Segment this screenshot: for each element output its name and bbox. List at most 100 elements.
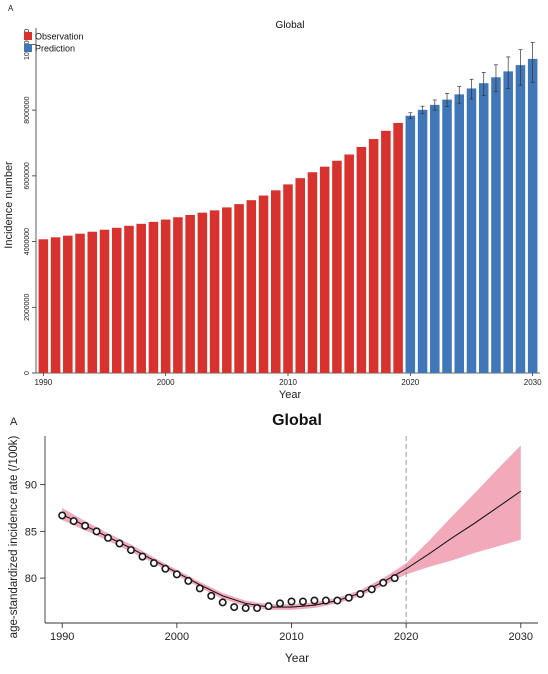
bar-observation-1998 xyxy=(136,223,146,373)
top-x-ticks: 1990 2000 2010 2020 2030 xyxy=(34,373,542,387)
fitted-trend-line xyxy=(61,490,522,608)
bar-observation-1995 xyxy=(99,229,110,373)
bar-observation-2000 xyxy=(160,219,171,373)
bar-prediction-2026 xyxy=(478,83,489,373)
top-x-tick-label: 2020 xyxy=(401,378,419,387)
top-error-bars xyxy=(408,42,535,120)
bar-observation-2004 xyxy=(209,210,220,373)
observed-point-1993 xyxy=(92,527,101,536)
bar-observation-2007 xyxy=(246,200,257,373)
bar-prediction-2029 xyxy=(515,65,526,373)
bar-observation-2014 xyxy=(332,160,342,373)
observed-point-1994 xyxy=(104,533,113,542)
observed-point-2000 xyxy=(172,570,181,579)
bar-observation-2015 xyxy=(344,154,354,373)
observed-point-2018 xyxy=(379,578,388,587)
legend-label-observation: Observation xyxy=(35,32,84,42)
bar-observation-2016 xyxy=(356,146,367,373)
observed-point-2014 xyxy=(333,596,342,605)
bottom-x-axis-label: Year xyxy=(285,651,309,665)
bar-observation-2017 xyxy=(368,139,379,373)
observed-point-2004 xyxy=(218,598,227,607)
bar-observation-2019 xyxy=(393,122,403,373)
observed-point-2012 xyxy=(310,596,319,605)
bar-observation-2006 xyxy=(234,204,244,373)
observed-point-1990 xyxy=(58,511,67,520)
observed-point-1998 xyxy=(149,559,158,568)
bar-prediction-2028 xyxy=(503,71,513,373)
observed-point-2009 xyxy=(276,599,285,608)
top-bar-chart: A Global Incidence number Year 0 2000000 4… xyxy=(3,4,542,401)
bar-observation-2009 xyxy=(270,190,281,373)
observed-point-2019 xyxy=(390,574,399,583)
observed-point-1999 xyxy=(161,564,170,573)
bottom-x-ticks: 1990 2000 2010 2020 2030 xyxy=(50,623,533,643)
observed-point-2001 xyxy=(184,576,193,585)
bar-prediction-2022 xyxy=(430,104,440,373)
bottom-chart-title: Global xyxy=(272,412,322,429)
bar-observation-2018 xyxy=(381,130,391,373)
bottom-line-chart: A Global age-standardized incidence rate… xyxy=(8,412,538,665)
bar-observation-2002 xyxy=(185,214,195,373)
bar-prediction-2024 xyxy=(454,94,465,373)
observed-point-2003 xyxy=(207,591,216,600)
observed-point-2015 xyxy=(344,593,353,602)
bottom-y-tick-label: 80 xyxy=(25,573,37,585)
observed-point-2006 xyxy=(241,604,250,613)
observed-point-2002 xyxy=(195,584,204,593)
observed-point-1995 xyxy=(115,539,124,548)
top-chart-title: Global xyxy=(276,20,305,31)
observed-point-1997 xyxy=(138,552,147,561)
top-y-axis-label: Incidence number xyxy=(3,161,15,249)
top-legend: Observation Prediction xyxy=(24,32,84,54)
bar-observation-2010 xyxy=(283,184,293,373)
bottom-y-axis-label: age-standardized incidence rate (/100k) xyxy=(8,436,20,639)
top-y-tick-label: 0 xyxy=(24,371,31,375)
bar-prediction-2027 xyxy=(491,77,501,374)
legend-swatch-observation xyxy=(24,32,32,40)
observed-point-2008 xyxy=(264,602,273,611)
bar-observation-2001 xyxy=(173,217,183,373)
bar-observation-1993 xyxy=(75,233,85,373)
bar-observation-1997 xyxy=(124,225,134,373)
top-x-tick-label: 2000 xyxy=(157,378,175,387)
top-y-tick-label: 2000000 xyxy=(24,294,31,321)
observed-point-2005 xyxy=(230,603,239,612)
bar-observation-2013 xyxy=(319,166,330,373)
observed-point-1991 xyxy=(69,517,78,526)
bar-observation-2012 xyxy=(307,172,318,373)
observed-point-1996 xyxy=(126,546,135,555)
prediction-interval-band xyxy=(62,445,521,610)
bar-observation-1990 xyxy=(38,239,49,373)
bar-observation-1996 xyxy=(111,227,122,373)
observed-point-2007 xyxy=(253,604,262,613)
bottom-panel-label: A xyxy=(10,416,18,428)
legend-swatch-prediction xyxy=(24,44,32,52)
top-x-tick-label: 2010 xyxy=(279,378,297,387)
bar-prediction-2023 xyxy=(442,99,452,373)
top-panel-label: A xyxy=(8,4,14,13)
bar-observation-1994 xyxy=(87,231,98,373)
observed-point-2016 xyxy=(356,590,365,599)
observed-point-1992 xyxy=(81,521,90,530)
bottom-x-tick-label: 2010 xyxy=(279,631,303,643)
bottom-y-ticks: 80 85 90 xyxy=(25,480,45,585)
top-x-axis-label: Year xyxy=(279,389,302,401)
bar-observation-2011 xyxy=(295,178,306,373)
bar-prediction-2021 xyxy=(417,109,428,374)
bottom-x-tick-label: 1990 xyxy=(50,631,74,643)
observed-point-2013 xyxy=(321,596,330,605)
bar-observation-2003 xyxy=(197,212,208,373)
top-bars xyxy=(38,58,538,374)
top-y-tick-label: 4000000 xyxy=(24,228,31,255)
bar-observation-1991 xyxy=(50,237,61,373)
bar-prediction-2020 xyxy=(405,115,416,373)
legend-label-prediction: Prediction xyxy=(35,44,75,54)
observed-point-2011 xyxy=(298,597,307,606)
bar-observation-2005 xyxy=(222,207,232,373)
top-y-tick-label: 6000000 xyxy=(24,162,31,189)
bottom-y-tick-label: 85 xyxy=(25,526,37,538)
bottom-y-tick-label: 90 xyxy=(25,480,37,492)
